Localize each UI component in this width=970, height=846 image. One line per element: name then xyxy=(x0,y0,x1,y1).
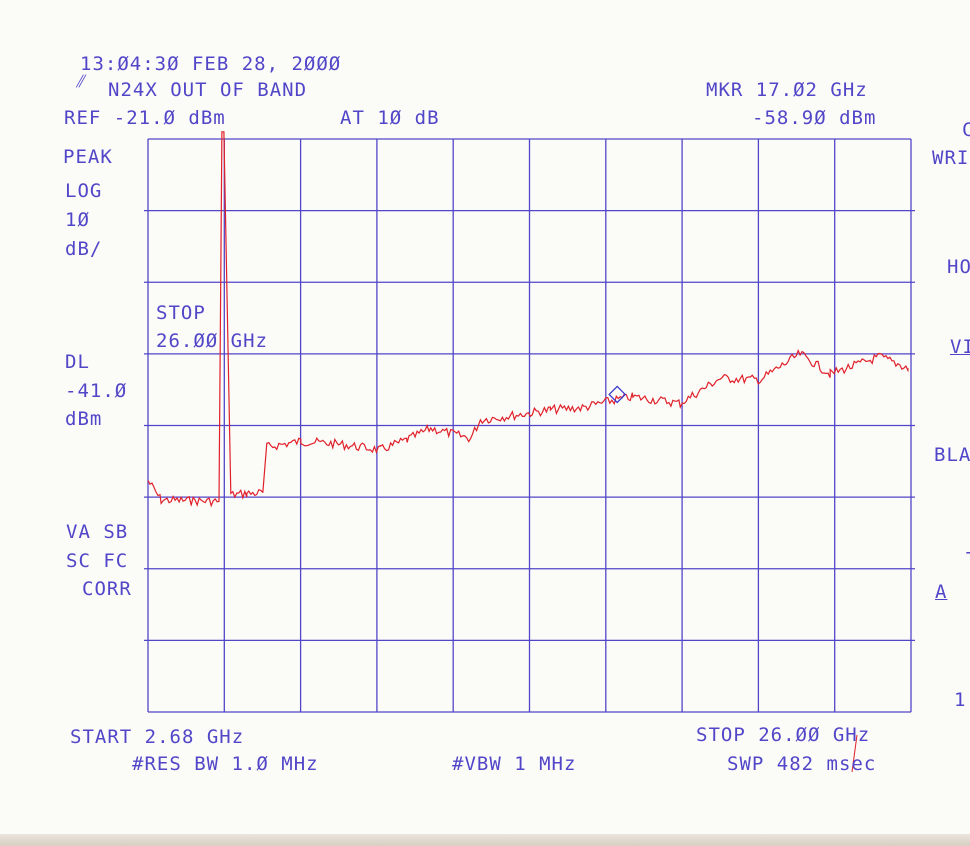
display-line-value: -41.Ø xyxy=(65,380,128,402)
timestamp: 13:Ø4:3Ø FEB 28, 2ØØØ xyxy=(80,53,342,75)
softkey-label-3: HO xyxy=(947,256,970,278)
plot-title: N24X OUT OF BAND xyxy=(108,79,308,101)
paper-edge xyxy=(0,834,970,846)
scale-unit-label: dB/ xyxy=(65,238,103,260)
ref-level: REF -21.Ø dBm xyxy=(64,107,226,129)
scale-mode-label: LOG xyxy=(65,180,103,202)
attenuation: AT 1Ø dB xyxy=(340,107,440,129)
scale-value-label: 1Ø xyxy=(65,209,90,231)
resolution-bandwidth: #RES BW 1.Ø MHz xyxy=(132,753,319,775)
softkey-label-5: BLA xyxy=(934,444,970,466)
status-line-2: SC FC xyxy=(66,550,129,572)
softkey-label-4: VI xyxy=(950,336,970,358)
softkey-label-7: A xyxy=(935,581,948,603)
pen-mark xyxy=(851,734,858,773)
softkey-label-8: 1 xyxy=(954,689,967,711)
stop-frequency: STOP 26.ØØ GHz xyxy=(696,724,871,746)
trace-line xyxy=(147,131,909,508)
status-line-1: VA SB xyxy=(66,521,129,543)
detector-label: PEAK xyxy=(63,146,113,168)
marker-frequency: MKR 17.Ø2 GHz xyxy=(706,79,868,101)
video-bandwidth: #VBW 1 MHz xyxy=(452,753,577,775)
softkey-label-2: WRI xyxy=(932,147,970,169)
hp-logo: ⫽ xyxy=(76,72,85,92)
annotation-stop: STOP xyxy=(156,302,206,324)
softkey-label-6: - xyxy=(963,543,970,562)
display-line-label: DL xyxy=(65,351,90,373)
marker-level: -58.9Ø dBm xyxy=(752,107,877,129)
sweep-time: SWP 482 msec xyxy=(727,753,877,775)
marker-diamond xyxy=(608,385,627,404)
start-frequency: START 2.68 GHz xyxy=(70,726,245,748)
display-line-unit: dBm xyxy=(65,408,103,430)
status-line-3: CORR xyxy=(82,578,132,600)
softkey-label-1: C xyxy=(962,119,970,141)
annotation-stop-freq: 26.ØØ GHz xyxy=(156,330,268,352)
